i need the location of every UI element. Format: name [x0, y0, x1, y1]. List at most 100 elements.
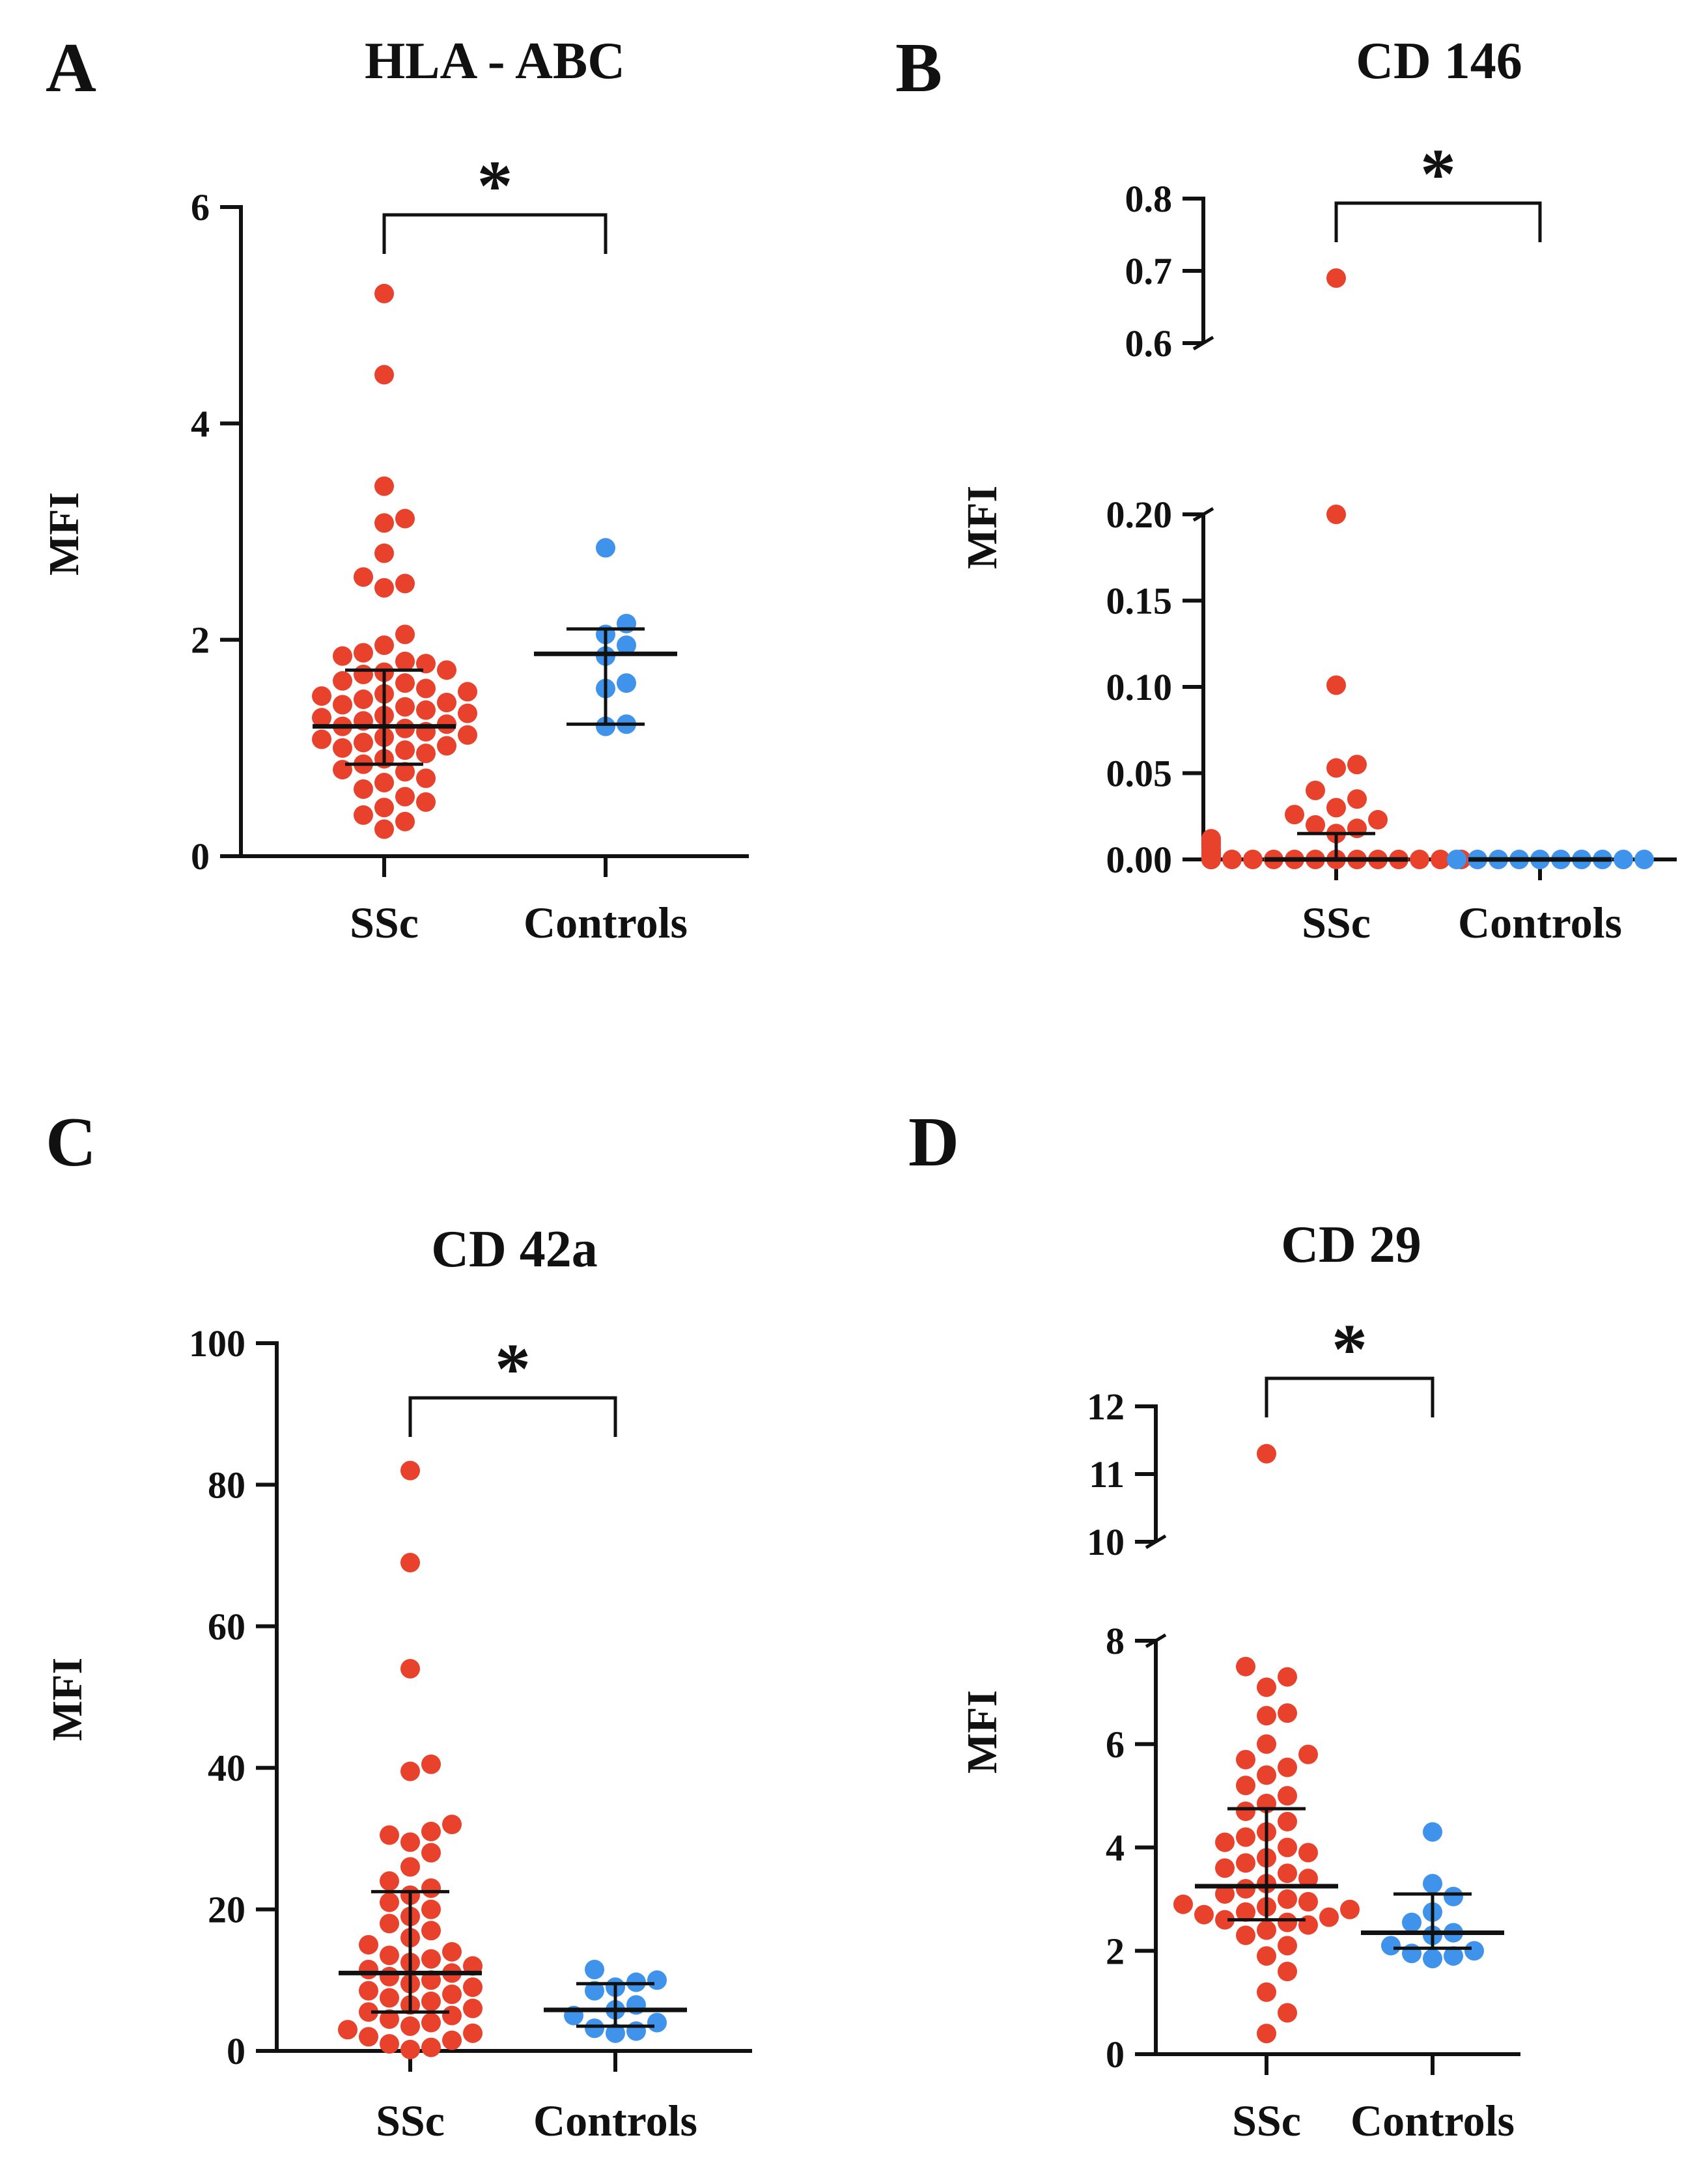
data-point	[1257, 1443, 1276, 1464]
panel-c: C CD 42a MFI 0 20 40 60 80 100 SSc Controls *	[44, 1104, 752, 2145]
data-point	[1285, 805, 1304, 825]
chart-title: CD 42a	[431, 1221, 598, 1278]
data-point	[463, 2023, 483, 2043]
panel-a: A HLA - ABC MFI 0 2 4 6 SSc Controls *	[40, 29, 749, 947]
data-point	[421, 1843, 441, 1863]
panel-letter-b: B	[895, 29, 942, 107]
data-point	[442, 1942, 462, 1962]
data-point	[1326, 268, 1346, 288]
data-point	[437, 660, 456, 680]
data-point	[421, 2037, 441, 2057]
y-tick-label: 60	[208, 1606, 245, 1648]
data-point	[1257, 2024, 1276, 2044]
y-tick-label: 0.15	[1106, 580, 1173, 622]
significance-bracket	[408, 1396, 617, 1437]
data-point	[1634, 850, 1654, 869]
data-point	[359, 1934, 378, 1955]
data-point	[463, 1998, 483, 2018]
data-point	[442, 1985, 462, 2005]
data-point	[1402, 1943, 1421, 1964]
y-tick-label: 0	[191, 835, 210, 878]
data-point	[1431, 850, 1450, 869]
y-tick-label: 11	[1089, 1453, 1125, 1496]
data-point	[312, 686, 331, 706]
chart-title: HLA - ABC	[365, 33, 625, 90]
data-point	[421, 1822, 441, 1842]
data-point	[400, 2039, 420, 2059]
data-point	[421, 1878, 441, 1898]
data-point	[585, 1959, 604, 1979]
y-tick-label: 4	[1106, 1827, 1125, 1869]
data-point	[333, 738, 352, 758]
data-point	[359, 2002, 378, 2022]
data-point	[1423, 1949, 1442, 1969]
data-point	[1215, 1910, 1235, 1930]
data-point	[312, 708, 331, 728]
data-point	[1236, 1902, 1255, 1922]
series-controls	[1361, 1822, 1504, 1969]
data-point	[1278, 1863, 1297, 1884]
data-point	[1257, 1946, 1276, 1966]
y-tick-label: 80	[208, 1464, 245, 1506]
data-point	[421, 1754, 441, 1774]
data-point	[1243, 850, 1263, 869]
data-point	[374, 513, 394, 533]
data-point	[1306, 781, 1325, 800]
data-point	[354, 643, 373, 663]
data-point	[1222, 850, 1242, 869]
data-point	[374, 798, 394, 818]
data-point	[1278, 1912, 1297, 1932]
data-point	[1423, 1874, 1442, 1894]
y-tick-label: 0.00	[1106, 839, 1173, 881]
panel-d: D CD 29 MFI 0 2 4 6 8 10 11 12 SSc Controls *	[908, 1104, 1520, 2145]
panel-letter-c: C	[46, 1104, 96, 1181]
y-tick-label: 6	[1106, 1723, 1125, 1766]
data-point	[585, 2018, 604, 2039]
y-tick-label: 4	[191, 402, 210, 445]
x-tick-label: SSc	[1302, 898, 1371, 947]
data-point	[416, 700, 436, 720]
x-tick-label: SSc	[1232, 2096, 1301, 2145]
y-tick-label: 6	[191, 186, 210, 229]
data-point	[1215, 1858, 1235, 1878]
y-tick-label: 10	[1087, 1521, 1125, 1563]
data-point	[442, 2030, 462, 2050]
data-point	[1298, 1869, 1318, 1889]
x-tick-label: Controls	[533, 2096, 697, 2145]
data-point	[333, 671, 352, 691]
data-point	[1278, 1889, 1297, 1909]
data-point	[374, 543, 394, 563]
data-point	[1340, 1899, 1360, 1919]
data-point	[1278, 1837, 1297, 1858]
data-point	[374, 365, 394, 385]
data-point	[1278, 2003, 1297, 2023]
data-point	[400, 1857, 420, 1877]
data-point	[359, 2027, 378, 2047]
data-point	[458, 725, 477, 745]
series-controls	[1447, 850, 1654, 869]
data-point	[1423, 1822, 1442, 1842]
y-tick-label: 2	[1106, 1930, 1125, 1972]
y-tick-label: 0.7	[1125, 250, 1173, 292]
data-point	[400, 1552, 420, 1572]
data-point	[421, 2013, 441, 2033]
data-point	[374, 773, 394, 793]
data-point	[312, 729, 331, 749]
data-point	[400, 1832, 420, 1852]
data-point	[354, 779, 373, 799]
significance-bracket	[1265, 1376, 1435, 1417]
data-point	[1236, 1827, 1255, 1847]
data-point	[380, 1988, 399, 2008]
data-point	[1257, 1765, 1276, 1785]
panel-b: B CD 146 MFI 0.00 0.05 0.10 0.15 0.20 0.6 0.7 0.8 S…	[895, 29, 1677, 947]
data-point	[400, 1761, 420, 1781]
data-point	[1201, 829, 1221, 849]
data-point	[380, 1966, 399, 1986]
data-point	[1464, 1941, 1484, 1961]
data-point	[421, 1991, 441, 2011]
data-point	[400, 1659, 420, 1679]
data-point	[374, 476, 394, 496]
data-point	[647, 2013, 667, 2033]
data-point	[626, 2021, 646, 2041]
